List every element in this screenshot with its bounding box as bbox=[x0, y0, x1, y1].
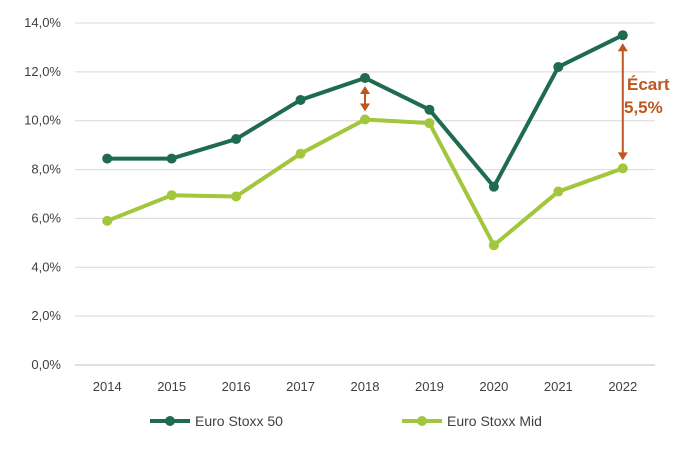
x-tick-label: 2017 bbox=[286, 379, 315, 394]
gap-annotations: Écart 5,5% bbox=[360, 43, 670, 161]
legend-label-euro-stoxx-mid: Euro Stoxx Mid bbox=[447, 413, 542, 429]
y-axis-ticks: 0,0% 2,0% 4,0% 6,0% 8,0% 10,0% 12,0% 14,0% bbox=[24, 15, 61, 372]
y-tick-label: 14,0% bbox=[24, 15, 61, 30]
data-point-euro-stoxx-50 bbox=[553, 61, 564, 72]
data-point-euro-stoxx-mid bbox=[553, 186, 564, 197]
data-point-euro-stoxx-50 bbox=[166, 153, 177, 164]
y-tick-label: 12,0% bbox=[24, 64, 61, 79]
data-point-euro-stoxx-50 bbox=[102, 153, 113, 164]
gap-arrow-head-down bbox=[617, 152, 628, 161]
data-point-euro-stoxx-50 bbox=[617, 30, 628, 41]
x-tick-label: 2015 bbox=[157, 379, 186, 394]
legend-marker-euro-stoxx-50 bbox=[165, 416, 175, 426]
y-tick-label: 4,0% bbox=[31, 259, 61, 274]
data-point-euro-stoxx-50 bbox=[488, 181, 499, 192]
y-tick-label: 0,0% bbox=[31, 357, 61, 372]
gap-annotation-label: Écart bbox=[627, 75, 670, 94]
legend: Euro Stoxx 50 Euro Stoxx Mid bbox=[150, 413, 542, 429]
x-tick-label: 2020 bbox=[479, 379, 508, 394]
data-point-euro-stoxx-mid bbox=[488, 240, 499, 251]
legend-marker-euro-stoxx-mid bbox=[417, 416, 427, 426]
y-tick-label: 10,0% bbox=[24, 113, 61, 128]
data-point-euro-stoxx-mid bbox=[295, 148, 306, 159]
data-point-euro-stoxx-50 bbox=[360, 72, 370, 83]
gap-arrow-head-up bbox=[360, 85, 370, 94]
data-point-euro-stoxx-mid bbox=[102, 215, 113, 226]
series-line-euro-stoxx-mid bbox=[105, 117, 625, 248]
data-point-euro-stoxx-mid bbox=[424, 118, 435, 129]
series-group bbox=[102, 30, 628, 251]
x-tick-label: 2019 bbox=[415, 379, 444, 394]
x-axis-ticks: 2014 2015 2016 2017 2018 2019 2020 2021 2022 bbox=[93, 379, 637, 394]
y-tick-label: 6,0% bbox=[31, 210, 61, 225]
x-tick-label: 2022 bbox=[608, 379, 637, 394]
data-point-euro-stoxx-50 bbox=[295, 94, 306, 105]
x-tick-label: 2018 bbox=[351, 379, 380, 394]
data-point-euro-stoxx-mid bbox=[360, 114, 370, 125]
legend-item-euro-stoxx-50[interactable]: Euro Stoxx 50 bbox=[150, 413, 283, 429]
y-tick-label: 8,0% bbox=[31, 162, 61, 177]
x-tick-label: 2016 bbox=[222, 379, 251, 394]
gap-arrow-head-up bbox=[617, 43, 628, 52]
x-tick-label: 2014 bbox=[93, 379, 122, 394]
gap-annotation-value: 5,5% bbox=[624, 98, 663, 117]
gap-arrow-head-down bbox=[360, 103, 370, 112]
data-point-euro-stoxx-mid bbox=[231, 191, 242, 202]
legend-label-euro-stoxx-50: Euro Stoxx 50 bbox=[195, 413, 283, 429]
data-point-euro-stoxx-50 bbox=[424, 104, 435, 115]
legend-item-euro-stoxx-mid[interactable]: Euro Stoxx Mid bbox=[402, 413, 542, 429]
data-point-euro-stoxx-mid bbox=[166, 190, 177, 201]
y-tick-label: 2,0% bbox=[31, 308, 61, 323]
data-point-euro-stoxx-mid bbox=[617, 163, 628, 174]
x-tick-label: 2021 bbox=[544, 379, 573, 394]
data-point-euro-stoxx-50 bbox=[231, 134, 242, 145]
